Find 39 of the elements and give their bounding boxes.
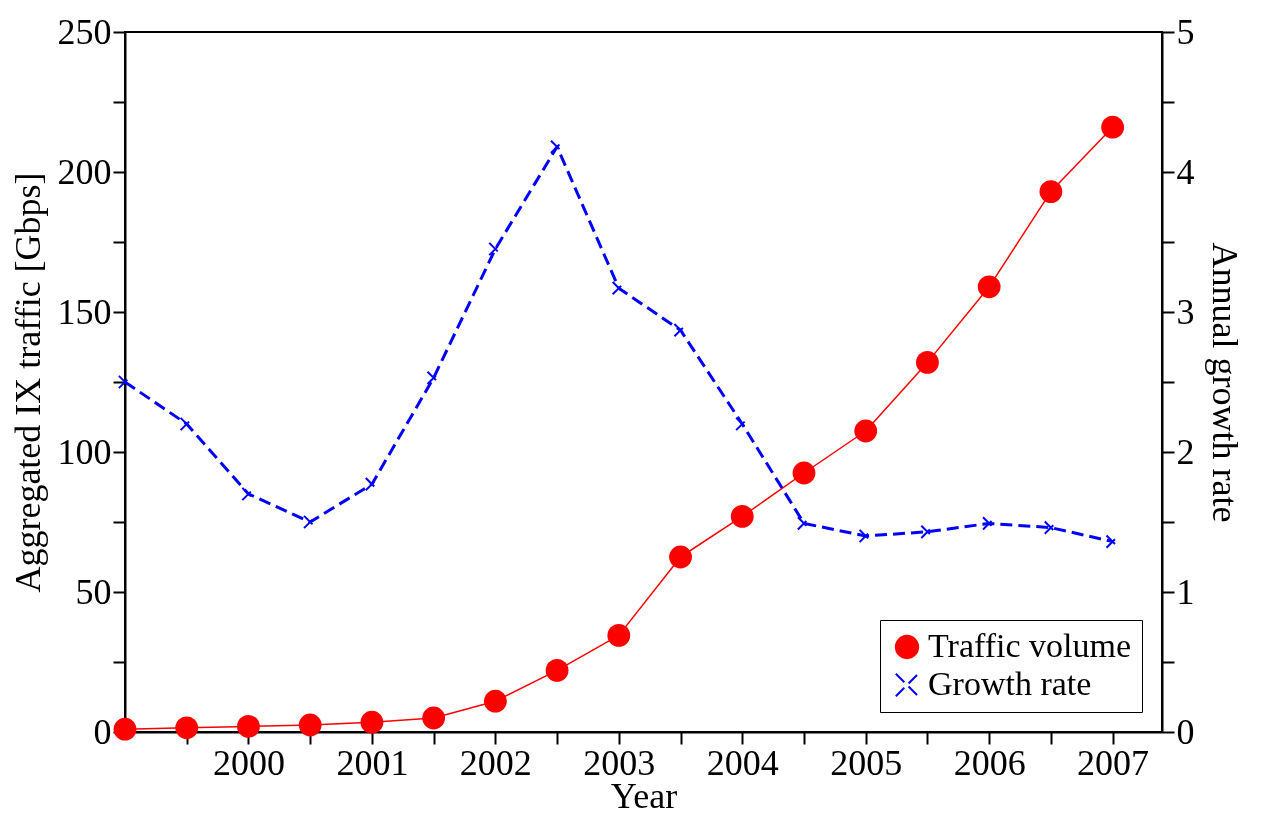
point: [916, 351, 939, 374]
x-tick-label: 2002: [459, 742, 532, 783]
y-tick-label: 50: [75, 571, 112, 612]
point: [237, 715, 260, 738]
point: [854, 419, 878, 443]
x-tick-label: 2007: [1077, 742, 1150, 783]
point: [1101, 115, 1125, 139]
point: [298, 713, 322, 737]
y-tick-label: 150: [57, 291, 112, 332]
y-tick-label: 200: [57, 151, 112, 192]
y2-tick-label: 4: [1176, 151, 1195, 192]
point: [483, 689, 507, 713]
x-tick-label: 2000: [212, 742, 285, 783]
point: [977, 275, 1001, 299]
y-tick-label: 250: [57, 11, 112, 52]
legend-label: Growth rate: [928, 665, 1092, 702]
point: [175, 716, 199, 740]
x-tick-label: 2006: [953, 742, 1026, 783]
point: [607, 624, 631, 647]
y-tick-label: 0: [93, 711, 112, 752]
point: [360, 710, 384, 734]
y2-tick-label: 1: [1176, 571, 1195, 612]
y2-axis-title: Annual growth rate: [1204, 242, 1245, 523]
point: [669, 545, 692, 569]
y-tick-label: 100: [57, 431, 112, 472]
y2-tick-label: 3: [1176, 291, 1195, 332]
point: [792, 461, 816, 485]
y2-tick-label: 0: [1176, 711, 1195, 752]
x-tick-label: 2004: [706, 742, 779, 783]
x-tick-label: 2001: [336, 742, 409, 783]
point: [730, 505, 754, 528]
x-tick-label: 2005: [830, 742, 903, 783]
y-axis-title: Aggregated IX traffic [Gbps]: [7, 172, 48, 593]
legend-label: Traffic volume: [928, 627, 1132, 664]
point: [545, 659, 569, 682]
y2-tick-label: 2: [1176, 431, 1195, 472]
point: [1039, 180, 1063, 203]
point: [422, 706, 446, 730]
y2-tick-label: 5: [1176, 11, 1195, 52]
